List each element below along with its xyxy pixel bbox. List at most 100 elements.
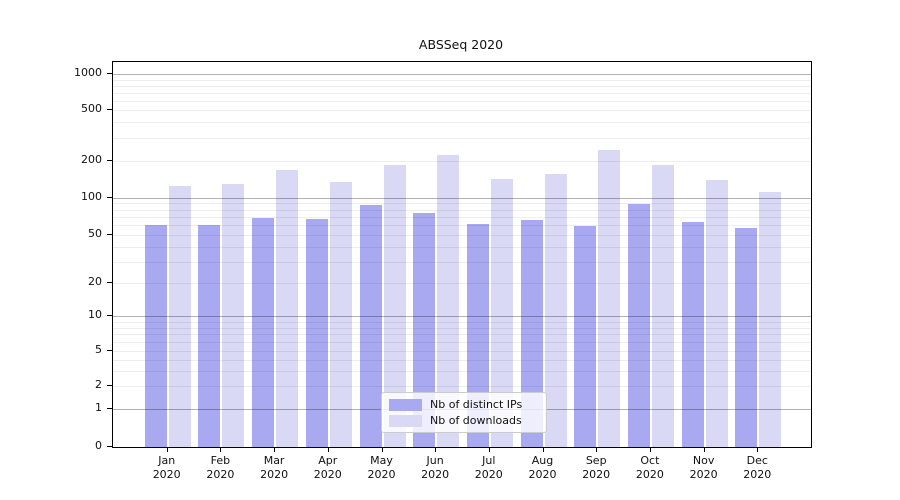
y-gridline-300 (113, 138, 811, 140)
y-tick-mark-0 (107, 446, 112, 447)
x-tick-label-mar: Mar 2020 (260, 454, 289, 481)
y-gridline-4 (113, 359, 811, 361)
bar-apr-distinct-ips (305, 218, 328, 447)
x-tick-mark-jul (488, 447, 490, 452)
bar-nov-downloads (705, 180, 728, 447)
bar-oct-downloads (651, 165, 674, 447)
x-tick-mark-jan (166, 447, 168, 452)
y-tick-label-100: 100 (81, 189, 102, 203)
bar-dec-downloads (759, 191, 782, 447)
x-tick-mark-aug (542, 447, 544, 452)
bar-sep-distinct-ips (574, 226, 597, 447)
y-gridline-80 (113, 209, 811, 211)
x-tick-mark-feb (220, 447, 222, 452)
x-tick-mark-may (381, 447, 383, 452)
x-tick-label-jul: Jul 2020 (474, 454, 503, 481)
y-gridline-100 (113, 197, 811, 199)
bar-jun-distinct-ips (413, 212, 436, 447)
legend: Nb of distinct IPs Nb of downloads (381, 392, 547, 433)
bar-sep-downloads (598, 149, 621, 447)
y-gridline-9 (113, 321, 811, 323)
y-tick-label-2: 2 (95, 378, 102, 391)
bar-jan-distinct-ips (144, 225, 167, 447)
legend-swatch-distinct-ips (389, 398, 422, 411)
legend-swatch-downloads (389, 414, 422, 427)
y-gridline-20 (113, 282, 811, 284)
bar-jul-downloads (490, 178, 513, 447)
x-tick-mark-mar (274, 447, 276, 452)
bar-feb-distinct-ips (198, 225, 221, 447)
x-tick-label-oct: Oct 2020 (635, 454, 664, 481)
x-tick-label-aug: Aug 2020 (528, 454, 557, 481)
y-gridline-7 (113, 334, 811, 336)
x-tick-mark-apr (327, 447, 329, 452)
y-tick-label-1: 1 (95, 400, 102, 414)
chart-title: ABSSeq 2020 (418, 37, 504, 52)
y-tick-mark-1000 (107, 73, 112, 75)
y-tick-mark-2 (107, 385, 112, 386)
y-tick-label-200: 200 (81, 153, 102, 166)
bar-aug-downloads (544, 174, 567, 447)
x-tick-mark-dec (757, 447, 759, 452)
x-tick-mark-jun (435, 447, 437, 452)
y-tick-label-50: 50 (88, 227, 102, 241)
y-gridline-600 (113, 100, 811, 102)
y-gridline-700 (113, 92, 811, 94)
y-gridline-3 (113, 370, 811, 372)
y-tick-label-0: 0 (95, 439, 102, 452)
y-gridline-70 (113, 217, 811, 218)
y-gridline-90 (113, 203, 811, 205)
legend-row-ips: Nb of distinct IPs (382, 398, 546, 411)
y-tick-label-5: 5 (95, 343, 102, 356)
bar-mar-downloads (276, 170, 299, 447)
y-tick-mark-200 (107, 160, 112, 161)
y-gridline-40 (113, 246, 811, 248)
y-tick-label-500: 500 (81, 102, 102, 115)
y-tick-mark-20 (107, 281, 112, 283)
y-gridline-50 (113, 235, 811, 237)
y-gridline-8 (113, 327, 811, 329)
x-tick-mark-oct (649, 447, 651, 452)
legend-label-distinct-ips: Nb of distinct IPs (430, 398, 523, 411)
y-gridline-30 (113, 261, 811, 263)
y-tick-mark-10 (107, 315, 112, 317)
y-tick-mark-5 (107, 350, 112, 351)
x-tick-mark-nov (703, 447, 705, 452)
y-gridline-900 (113, 79, 811, 81)
y-gridline-800 (113, 85, 811, 87)
y-gridline-10 (113, 316, 811, 318)
bar-mar-distinct-ips (252, 217, 275, 447)
y-gridline-60 (113, 225, 811, 227)
y-gridline-6 (113, 341, 811, 343)
bar-nov-distinct-ips (681, 221, 704, 447)
x-tick-label-dec: Dec 2020 (743, 454, 772, 481)
bar-jul-distinct-ips (466, 223, 489, 447)
y-gridline-5 (113, 351, 811, 352)
y-tick-mark-100 (107, 196, 112, 198)
bar-jan-downloads (168, 186, 191, 447)
x-tick-label-nov: Nov 2020 (689, 454, 718, 481)
y-gridline-500 (113, 110, 811, 111)
y-tick-label-20: 20 (88, 274, 102, 288)
y-gridline-2 (113, 386, 811, 387)
bar-may-downloads (383, 165, 406, 447)
plot-area: Nb of distinct IPs Nb of downloads (112, 61, 812, 448)
legend-row-downloads: Nb of downloads (382, 414, 546, 427)
legend-label-downloads: Nb of downloads (430, 414, 522, 427)
y-tick-label-10: 10 (88, 308, 102, 322)
x-tick-label-jun: Jun 2020 (421, 454, 450, 481)
x-tick-label-feb: Feb 2020 (206, 454, 235, 481)
x-tick-mark-sep (596, 447, 598, 452)
y-gridline-1000 (113, 74, 811, 76)
y-tick-label-1000: 1000 (74, 66, 102, 80)
bar-may-distinct-ips (359, 204, 382, 447)
bar-dec-distinct-ips (735, 228, 758, 447)
bar-apr-downloads (329, 181, 352, 447)
x-tick-label-jan: Jan 2020 (152, 454, 181, 481)
bar-oct-distinct-ips (627, 203, 650, 447)
y-tick-mark-50 (107, 234, 112, 236)
y-gridline-400 (113, 122, 811, 124)
x-tick-label-may: May 2020 (367, 454, 396, 481)
x-tick-label-apr: Apr 2020 (313, 454, 342, 481)
